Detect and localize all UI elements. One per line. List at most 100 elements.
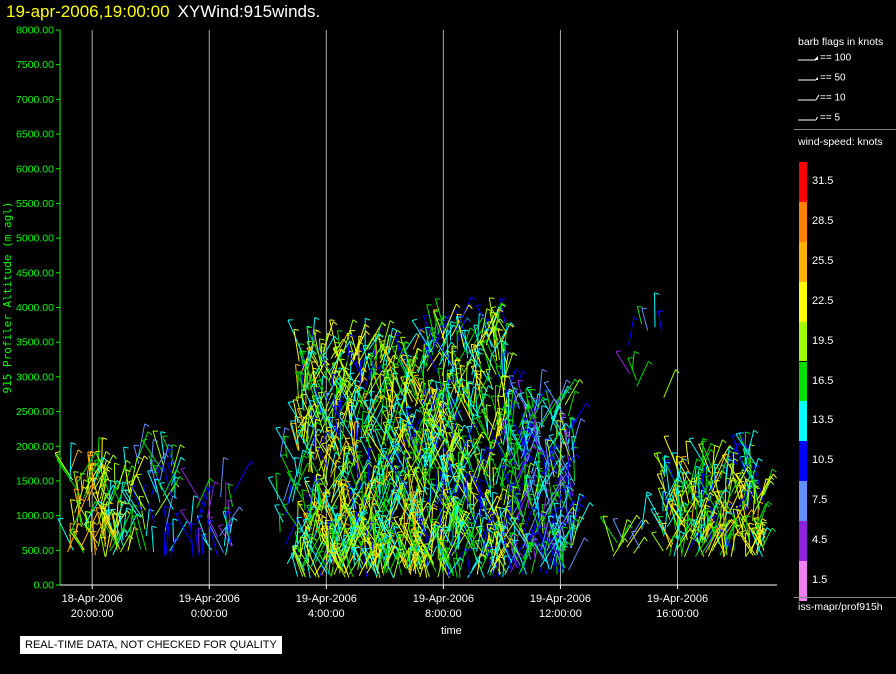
wind-barb (163, 506, 168, 533)
wind-barb-flag (284, 427, 290, 431)
wind-barb-flag (434, 520, 440, 524)
wind-barb-flag (347, 333, 352, 338)
wind-barb-flag (490, 441, 496, 444)
wind-barb-flag (512, 352, 518, 357)
wind-barb (427, 448, 438, 469)
wind-barb (425, 403, 433, 428)
wind-barb-flag (339, 422, 344, 427)
wind-barb-flag (490, 451, 495, 456)
wind-barb-flag (479, 479, 485, 482)
wind-barb-flag (415, 513, 421, 516)
wind-barb (433, 528, 443, 555)
wind-barb (305, 479, 319, 499)
wind-barb (713, 463, 717, 486)
wind-barb-flag (559, 488, 565, 491)
wind-barb (360, 520, 380, 548)
wind-barb-flag (391, 345, 398, 348)
wind-barb (499, 464, 507, 486)
wind-barb-flag (733, 461, 739, 466)
wind-barb (91, 531, 98, 551)
wind-barb (402, 482, 413, 506)
wind-barb (749, 528, 763, 557)
wind-barb (159, 444, 169, 482)
wind-barb (303, 477, 321, 505)
wind-barb (85, 511, 91, 532)
barb-50-label: == 50 (820, 72, 846, 84)
wind-barb (367, 398, 372, 425)
wind-barb (692, 520, 708, 543)
wind-barb-flag (180, 444, 185, 449)
wind-barb (404, 448, 422, 480)
wind-barb (475, 417, 492, 446)
wind-barb-flag (570, 417, 576, 421)
wind-barb-flag (416, 501, 422, 503)
speed-swatch (799, 481, 807, 522)
wind-barb-flag (111, 509, 116, 514)
wind-barb-flag (545, 388, 550, 394)
wind-barb (200, 535, 213, 551)
wind-barb (756, 476, 771, 508)
wind-barb-flag (536, 430, 542, 435)
barb-100-icon (798, 56, 818, 61)
wind-barb (511, 371, 523, 410)
wind-barb-flag (274, 504, 280, 506)
wind-barb-flag (464, 329, 470, 332)
wind-barb-flag (338, 413, 344, 416)
wind-barb (743, 448, 749, 469)
wind-barb-flag (313, 417, 319, 420)
wind-barb (380, 457, 385, 488)
wind-barb-flag (719, 525, 724, 531)
wind-barb-flag (420, 443, 426, 446)
wind-barb (472, 493, 475, 517)
wind-barb (738, 480, 746, 518)
wind-barb (735, 433, 758, 467)
wind-barb (470, 522, 476, 548)
wind-barb-flag (746, 468, 751, 473)
wind-barb (436, 404, 448, 438)
wind-barb (664, 498, 669, 535)
wind-barb (447, 549, 451, 577)
barb-5-icon (798, 116, 818, 121)
wind-barb (365, 405, 384, 442)
wind-barb-flag (164, 532, 170, 535)
wind-barb (461, 435, 474, 473)
wind-barb (121, 490, 139, 517)
wind-barb (414, 381, 423, 407)
wind-barb-flag (515, 433, 521, 436)
wind-barb (686, 510, 689, 534)
wind-barb-flag (505, 543, 510, 548)
wind-barb (503, 484, 509, 506)
wind-barb-flag (389, 320, 395, 324)
wind-barb (546, 473, 567, 506)
wind-barb (449, 507, 461, 532)
wind-barb (429, 479, 440, 502)
wind-barb-flag (444, 474, 450, 477)
wind-barb-flag (771, 468, 777, 473)
wind-barb (393, 517, 412, 547)
wind-barb (412, 468, 428, 496)
x-tick-label: 0:00:00 (191, 608, 228, 620)
wind-barb-flag (406, 457, 412, 459)
wind-barb-flag (754, 486, 760, 490)
wind-barb-flag (389, 534, 395, 537)
wind-barb (371, 350, 379, 378)
wind-barb-flag (555, 493, 561, 498)
wind-barb-flag (504, 403, 511, 406)
wind-barb (683, 537, 693, 558)
wind-barb (621, 519, 628, 538)
wind-barb (343, 526, 359, 561)
wind-barb (295, 396, 303, 418)
wind-barb-flag (551, 416, 557, 418)
wind-barb-flag (337, 329, 343, 332)
wind-barb (476, 385, 489, 415)
wind-barb (283, 436, 288, 459)
wind-barb-flag (645, 519, 649, 525)
wind-barb (284, 515, 300, 546)
wind-barb-flag (418, 378, 424, 380)
wind-barb (378, 458, 391, 487)
wind-barb (671, 505, 683, 523)
wind-barb (438, 550, 450, 570)
wind-barb-flag (766, 527, 771, 531)
wind-barb-flag (78, 523, 83, 527)
wind-barb-flag (546, 489, 552, 493)
